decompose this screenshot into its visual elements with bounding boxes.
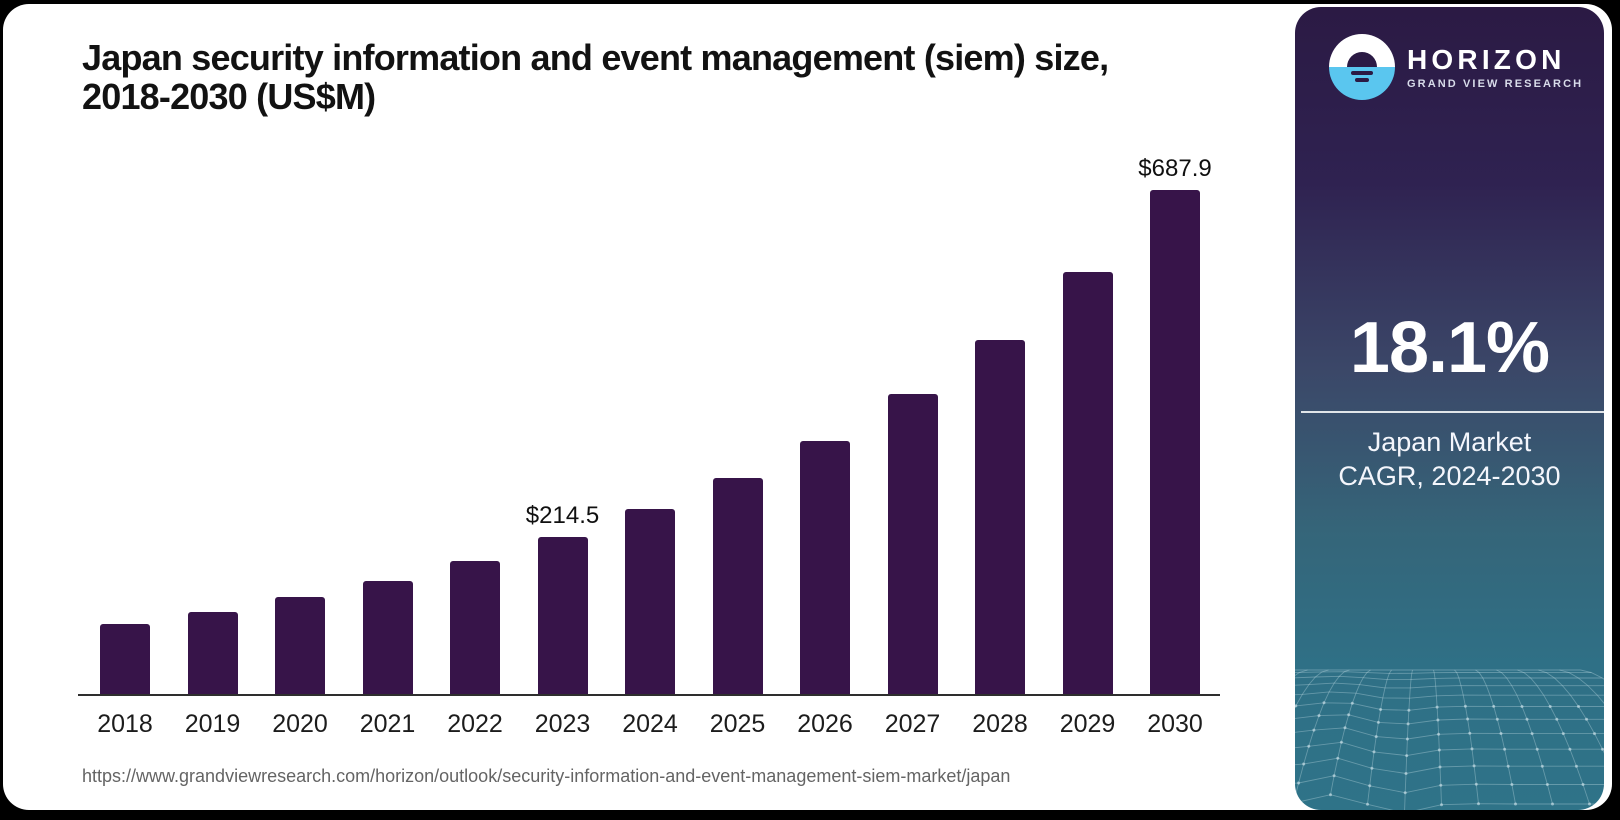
chart-title-line2: 2018-2030 (US$M) [82, 76, 376, 117]
bar-column-2027 [887, 394, 938, 694]
cagr-stat-value: 18.1% [1349, 308, 1550, 388]
x-axis-tick-labels: 2018 2019 2020 2021 2022 2023 2024 2025 2026 2027… [97, 710, 1203, 739]
cagr-stat-label: Japan Market CAGR, 2024-2030 [1295, 425, 1604, 493]
bar-column-2029 [1062, 272, 1113, 694]
x-tick-2023: 2023 [534, 710, 591, 738]
perspective-mesh-graphic [1295, 669, 1604, 810]
bar-column-2019 [187, 612, 238, 694]
bar-column-2020 [275, 596, 325, 694]
logo-sun-dome [1347, 52, 1377, 67]
cagr-stat-label-line2: CAGR, 2024-2030 [1338, 461, 1561, 491]
bar-column-2028 [975, 339, 1025, 694]
value-label-2030: $687.9 [1138, 155, 1212, 183]
brand-subtitle: GRAND VIEW RESEARCH [1407, 77, 1584, 90]
logo-reflection-bar [1355, 78, 1369, 82]
chart-area: Japan security information and event man… [3, 4, 1612, 810]
x-axis-line [78, 694, 1220, 696]
bar-column-2022 [450, 560, 500, 694]
bar-chart-plot: $214.5 $687.9 2018 2019 2020 2021 2022 2023 202… [78, 130, 1220, 738]
sidebar: HORIZON GRAND VIEW RESEARCH 18.1% Japan … [1295, 7, 1604, 810]
bar-2028 [975, 339, 1025, 694]
x-tick-2028: 2028 [972, 710, 1028, 738]
chart-title: Japan security information and event man… [82, 37, 1109, 117]
bar-column-2025 [712, 477, 763, 694]
bar-column-2030: $687.9 [1138, 155, 1212, 694]
bar-2022 [450, 560, 500, 694]
x-tick-2022: 2022 [447, 710, 503, 738]
bar-2018 [100, 623, 150, 694]
logo-reflection-bar [1351, 71, 1373, 75]
bar-2030 [1150, 190, 1200, 694]
cagr-stat-label-line1: Japan Market [1367, 427, 1532, 457]
bar-2023 [537, 536, 588, 694]
x-tick-2025: 2025 [709, 710, 766, 738]
bar-2029 [1062, 272, 1113, 694]
bar-2026 [800, 440, 850, 694]
bar-column-2024 [625, 509, 675, 694]
x-tick-2026: 2026 [797, 710, 853, 738]
bar-column-2023: $214.5 [526, 502, 599, 694]
chart-title-line1: Japan security information and event man… [82, 37, 1109, 78]
report-card: Japan security information and event man… [3, 4, 1612, 810]
value-label-2023: $214.5 [525, 501, 600, 529]
horizon-sunset-logo-icon [1329, 34, 1395, 100]
x-tick-2024: 2024 [622, 710, 678, 738]
brand-text: HORIZON GRAND VIEW RESEARCH [1407, 43, 1584, 90]
bar-2019 [187, 612, 238, 694]
brand-name: HORIZON [1407, 43, 1566, 75]
x-tick-2029: 2029 [1059, 710, 1116, 738]
bar-column-2026 [800, 440, 850, 694]
x-tick-2019: 2019 [184, 710, 241, 738]
x-tick-2027: 2027 [884, 710, 941, 738]
bar-2021 [362, 580, 413, 694]
bar-column-2018 [100, 623, 150, 694]
x-tick-2020: 2020 [272, 710, 328, 738]
bar-2024 [625, 509, 675, 694]
bar-2025 [712, 477, 763, 694]
bar-2020 [275, 596, 325, 694]
bars-row: $214.5 $687.9 [100, 130, 1212, 694]
x-tick-2021: 2021 [359, 710, 416, 738]
x-tick-2018: 2018 [97, 710, 153, 738]
stat-divider [1301, 411, 1604, 413]
source-url: https://www.grandviewresearch.com/horizo… [82, 766, 1011, 786]
bar-column-2021 [362, 580, 413, 694]
brand-logo-row: HORIZON GRAND VIEW RESEARCH [1329, 34, 1583, 100]
x-tick-2030: 2030 [1147, 710, 1203, 738]
bar-2027 [887, 394, 938, 694]
